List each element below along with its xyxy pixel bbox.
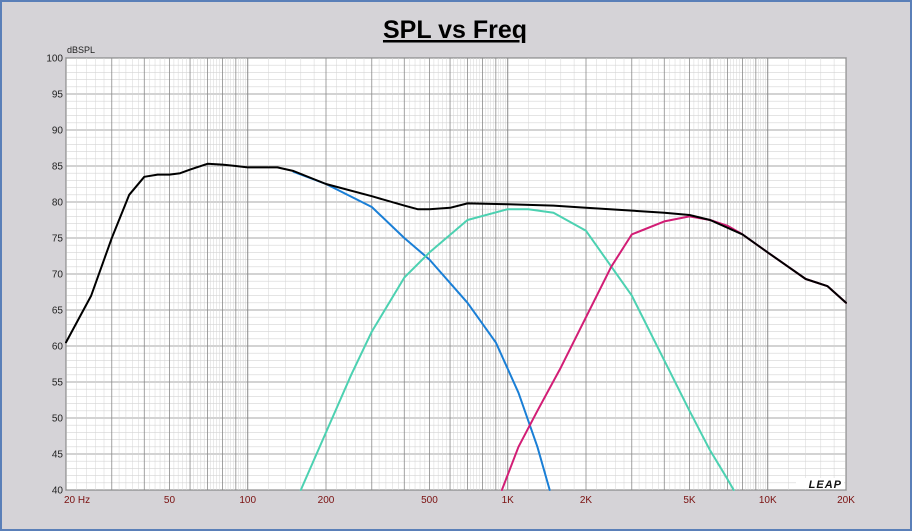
y-tick-label: 65 xyxy=(52,306,64,317)
x-tick-label: 2K xyxy=(580,495,593,506)
x-tick-label: 100 xyxy=(239,495,256,506)
x-tick-label: 50 xyxy=(164,495,176,506)
y-tick-labels: 40 45 50 55 60 65 70 75 80 85 90 95 100 xyxy=(46,54,63,497)
y-tick-label: 70 xyxy=(52,270,64,281)
y-tick-label: 80 xyxy=(52,198,64,209)
series-layer xyxy=(65,162,847,491)
y-tick-label: 95 xyxy=(52,90,64,101)
y-axis-label: dBSPL xyxy=(67,45,95,55)
y-tick-label: 50 xyxy=(52,414,64,425)
y-tick-label: 75 xyxy=(52,234,64,245)
y-tick-label: 100 xyxy=(46,54,63,65)
x-tick-label: 20 Hz xyxy=(64,495,90,506)
watermark: LEAP xyxy=(809,479,842,491)
watermark-box xyxy=(796,478,844,489)
x-tick-label: 500 xyxy=(421,495,438,506)
y-tick-label: 90 xyxy=(52,126,64,137)
series-line xyxy=(292,170,551,491)
x-tick-label: 200 xyxy=(318,495,335,506)
x-tick-label: 10K xyxy=(759,495,777,506)
x-tick-label: 1K xyxy=(502,495,515,506)
y-tick-label: 40 xyxy=(52,486,64,497)
x-tick-labels: 20 Hz 50 100 200 500 1K 2K 5K 10K 20K xyxy=(64,495,855,506)
y-tick-label: 85 xyxy=(52,162,64,173)
x-tick-label: 5K xyxy=(683,495,696,506)
series-line xyxy=(65,162,847,344)
y-tick-label: 60 xyxy=(52,342,64,353)
x-tick-label: 20K xyxy=(837,495,855,506)
grid-lines xyxy=(65,57,847,491)
chart-title: SPL vs Freq xyxy=(383,16,527,44)
y-tick-label: 45 xyxy=(52,450,64,461)
series-line xyxy=(299,208,735,491)
y-tick-label: 55 xyxy=(52,378,64,389)
